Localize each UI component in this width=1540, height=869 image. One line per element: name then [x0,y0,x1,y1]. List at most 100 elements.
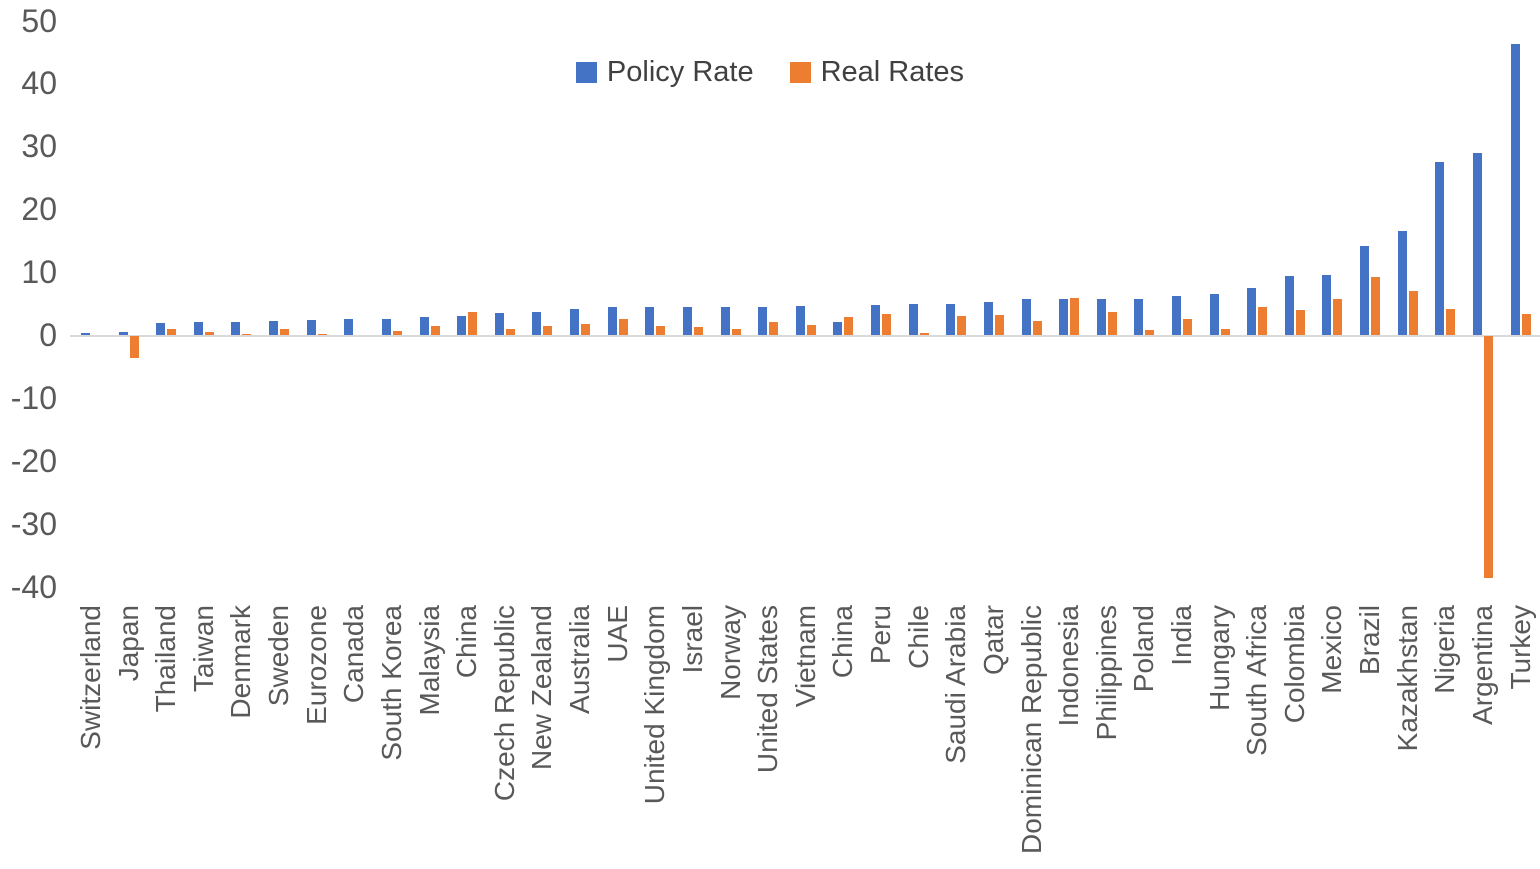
x-category-label: Dominican Republic [1015,605,1047,855]
policy-rate-bar-malaysia [419,316,429,335]
x-category-label: Philippines [1090,605,1122,741]
x-category-label: China [827,605,859,679]
policy-rate-bar-south-africa [1247,287,1257,335]
policy-rate-bar-vietnam [795,306,805,335]
policy-rate-bar-peru [871,305,881,335]
real-rates-bar-qatar [994,314,1004,335]
real-rates-bar-poland [1145,329,1155,335]
policy-rate-bar-china [833,321,843,335]
x-category-label: Switzerland [75,605,106,750]
real-rates-bar-norway [731,329,741,335]
policy-rate-bar-united-kingdom [645,307,655,335]
policy-rate-bar-turkey [1510,44,1520,335]
y-tick-label: 10 [21,254,57,291]
policy-rate-bar-uae [607,307,617,335]
real-rates-bar-saudi-arabia [957,315,967,335]
x-category-label: Kazakhstan [1391,605,1423,752]
legend-item-real-rates: Real Rates [789,56,965,88]
x-category-label: Nigeria [1429,605,1461,694]
y-tick-label: 30 [21,128,57,165]
x-category-label: Hungary [1203,605,1235,711]
policy-rate-legend-label: Policy Rate [606,56,754,88]
x-category-label: Thailand [150,605,182,713]
y-tick-label: 20 [21,191,57,228]
y-tick-label: -40 [10,568,57,605]
policy-rate-bar-philippines [1096,298,1106,335]
real-rates-bar-new-zealand [543,325,553,335]
x-category-label: Peru [865,605,897,665]
policy-rate-bar-poland [1134,298,1144,335]
policy-rate-bar-saudi-arabia [946,303,956,335]
real-rates-legend-label: Real Rates [820,56,965,88]
y-tick-label: 40 [21,65,57,102]
real-rates-bar-sweden [280,328,290,335]
real-rates-bar-china [844,317,854,335]
real-rates-bar-brazil [1371,277,1381,335]
policy-rate-bar-china [457,316,467,335]
y-tick-label: -10 [10,379,57,416]
policy-rate-bar-dominican-republic [1021,298,1031,335]
real-rates-bar-uae [618,319,628,335]
policy-rate-bar-qatar [983,301,993,335]
real-rates-bar-mexico [1333,299,1343,335]
real-rates-bar-colombia [1295,309,1305,335]
real-rates-bar-nigeria [1446,309,1456,335]
x-category-label: Japan [112,605,144,682]
x-category-label: Australia [564,605,596,714]
real-rates-bar-eurozone [317,333,327,335]
x-category-label: Poland [1128,605,1160,693]
real-rates-bar-united-kingdom [656,325,666,335]
real-rates-bar-peru [882,314,892,335]
x-category-label: Saudi Arabia [940,605,972,764]
y-tick-label: 50 [21,2,57,39]
legend-item-policy-rate: Policy Rate [575,56,754,88]
x-category-label: Brazil [1354,605,1386,676]
real-rates-bar-indonesia [1070,297,1080,335]
zero-axis-line [70,334,1540,337]
policy-rate-bar-chile [908,303,918,335]
policy-rate-bar-taiwan [193,322,203,335]
x-category-label: Indonesia [1053,605,1085,727]
real-rates-bar-kazakhstan [1408,290,1418,335]
y-tick-label: -30 [10,505,57,542]
policy-rate-bar-colombia [1284,275,1294,335]
chart-legend: Policy Rate Real Rates [0,58,1540,87]
policy-rate-bar-norway [720,306,730,335]
real-rates-bar-israel [693,327,703,335]
policy-rate-bar-denmark [231,321,241,335]
x-category-label: UAE [601,605,633,663]
policy-rate-bar-japan [118,331,128,335]
x-category-label: Qatar [977,605,1009,676]
real-rates-bar-hungary [1220,328,1230,335]
policy-rate-bar-hungary [1209,294,1219,335]
real-rates-bar-united-states [769,322,779,335]
real-rates-bar-thailand [167,328,177,335]
x-category-label: Eurozone [300,605,332,725]
x-category-label: South Africa [1241,605,1273,756]
policy-rate-bar-kazakhstan [1397,231,1407,335]
real-rates-bar-czech-republic [505,329,515,335]
x-category-label: Vietnam [789,605,821,708]
policy-rate-bar-canada [344,318,354,335]
x-category-label: Argentina [1466,605,1498,725]
real-rates-bar-turkey [1521,314,1531,335]
policy-rate-bar-nigeria [1435,162,1445,335]
x-category-label: India [1165,605,1197,666]
real-rates-bar-denmark [242,334,252,335]
real-rates-bar-vietnam [806,324,816,335]
real-rates-bar-malaysia [430,326,440,335]
policy-rate-bar-eurozone [306,319,316,335]
policy-rate-bar-argentina [1472,152,1482,335]
policy-rate-bar-czech-republic [494,312,504,335]
real-rates-bar-india [1182,318,1192,335]
x-category-label: South Korea [375,605,407,761]
x-category-label: Mexico [1316,605,1348,694]
x-category-label: Sweden [263,605,295,707]
x-category-label: Taiwan [187,605,219,693]
x-category-label: Malaysia [413,605,445,716]
policy-rate-bar-mexico [1322,275,1332,335]
x-category-label: Israel [676,605,708,674]
real-rates-bar-philippines [1107,311,1117,335]
policy-rate-bar-united-states [758,306,768,335]
policy-rate-bar-thailand [156,323,166,335]
